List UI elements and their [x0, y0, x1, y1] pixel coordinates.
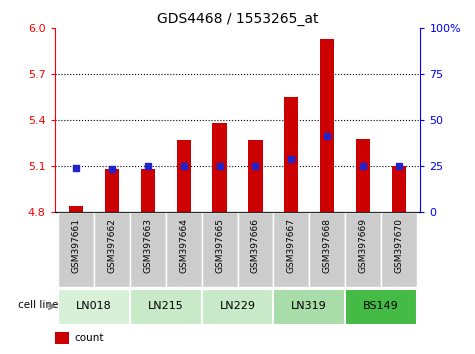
Bar: [141, 170, 155, 212]
Bar: [58, 289, 130, 325]
Text: GSM397662: GSM397662: [107, 218, 116, 273]
Bar: [320, 39, 334, 212]
Bar: [381, 212, 417, 287]
Text: GSM397665: GSM397665: [215, 218, 224, 273]
Bar: [105, 170, 119, 212]
Bar: [130, 212, 166, 287]
Title: GDS4468 / 1553265_at: GDS4468 / 1553265_at: [157, 12, 318, 26]
Text: LN229: LN229: [219, 301, 256, 311]
Bar: [356, 139, 370, 212]
Bar: [58, 212, 94, 287]
Bar: [273, 289, 345, 325]
Bar: [130, 289, 202, 325]
Bar: [94, 212, 130, 287]
Text: GSM397664: GSM397664: [179, 218, 188, 273]
Bar: [202, 212, 238, 287]
Bar: [273, 212, 309, 287]
Bar: [392, 166, 406, 212]
Text: GSM397661: GSM397661: [72, 218, 81, 273]
Text: LN319: LN319: [291, 301, 327, 311]
Text: cell line: cell line: [18, 300, 58, 310]
Text: GSM397667: GSM397667: [287, 218, 296, 273]
Text: GSM397669: GSM397669: [359, 218, 368, 273]
Text: BS149: BS149: [363, 301, 399, 311]
Bar: [69, 206, 83, 212]
Bar: [212, 124, 227, 212]
Bar: [345, 289, 417, 325]
Text: GSM397666: GSM397666: [251, 218, 260, 273]
Text: LN018: LN018: [76, 301, 112, 311]
Text: GSM397668: GSM397668: [323, 218, 332, 273]
Bar: [202, 289, 273, 325]
Bar: [55, 332, 69, 344]
Text: LN215: LN215: [148, 301, 184, 311]
Bar: [345, 212, 381, 287]
Text: GSM397663: GSM397663: [143, 218, 152, 273]
Bar: [309, 212, 345, 287]
Text: GSM397670: GSM397670: [394, 218, 403, 273]
Bar: [238, 212, 273, 287]
Bar: [177, 140, 191, 212]
Bar: [284, 97, 298, 212]
Text: count: count: [75, 333, 104, 343]
Bar: [248, 140, 263, 212]
Bar: [166, 212, 202, 287]
